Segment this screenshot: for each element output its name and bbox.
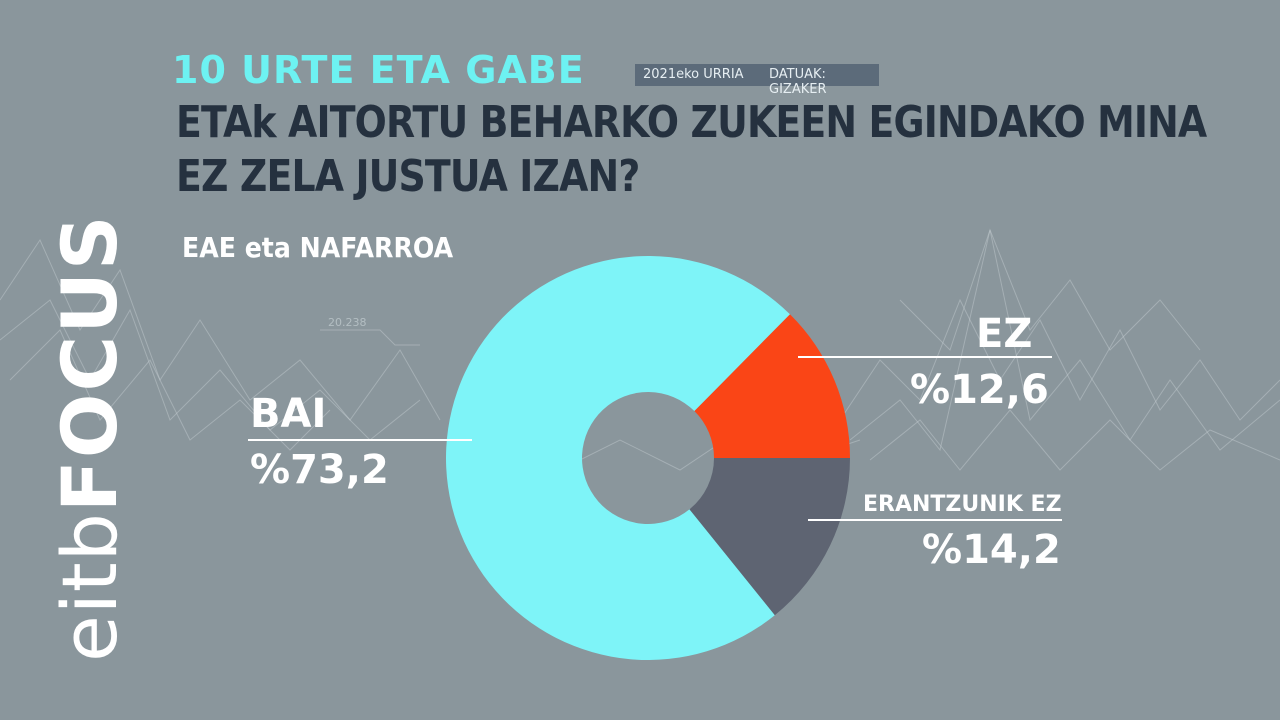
- question-title: ETAk AITORTU BEHARKO ZUKEEN EGINDAKO MIN…: [176, 96, 1207, 204]
- slice-ez: [694, 314, 850, 458]
- question-line-2: EZ ZELA JUSTUA IZAN?: [176, 151, 640, 202]
- background-number-label: 20.238: [328, 316, 367, 329]
- slice-value-ez: %12,6: [910, 367, 1049, 413]
- slice-label-erantzunik-ez: ERANTZUNIK EZ: [863, 492, 1062, 517]
- date-label: 2021eko URRIA: [643, 67, 744, 82]
- question-line-1: ETAk AITORTU BEHARKO ZUKEEN EGINDAKO MIN…: [176, 97, 1207, 148]
- slice-erantzunik-ez: [689, 458, 850, 616]
- slice-label-ez: EZ: [976, 311, 1033, 357]
- source-label: DATUAK: GIZAKER: [769, 67, 827, 97]
- slice-value-bai: %73,2: [250, 447, 389, 493]
- slice-label-bai: BAI: [250, 391, 327, 437]
- topic-title: 10 URTE ETA GABE: [172, 48, 585, 92]
- slice-bai: [446, 255, 790, 660]
- slice-value-erantzunik-ez: %14,2: [922, 527, 1061, 573]
- region-label: EAE eta NAFARROA: [182, 231, 454, 264]
- meta-bar: 2021eko URRIA DATUAK: GIZAKER: [635, 64, 879, 97]
